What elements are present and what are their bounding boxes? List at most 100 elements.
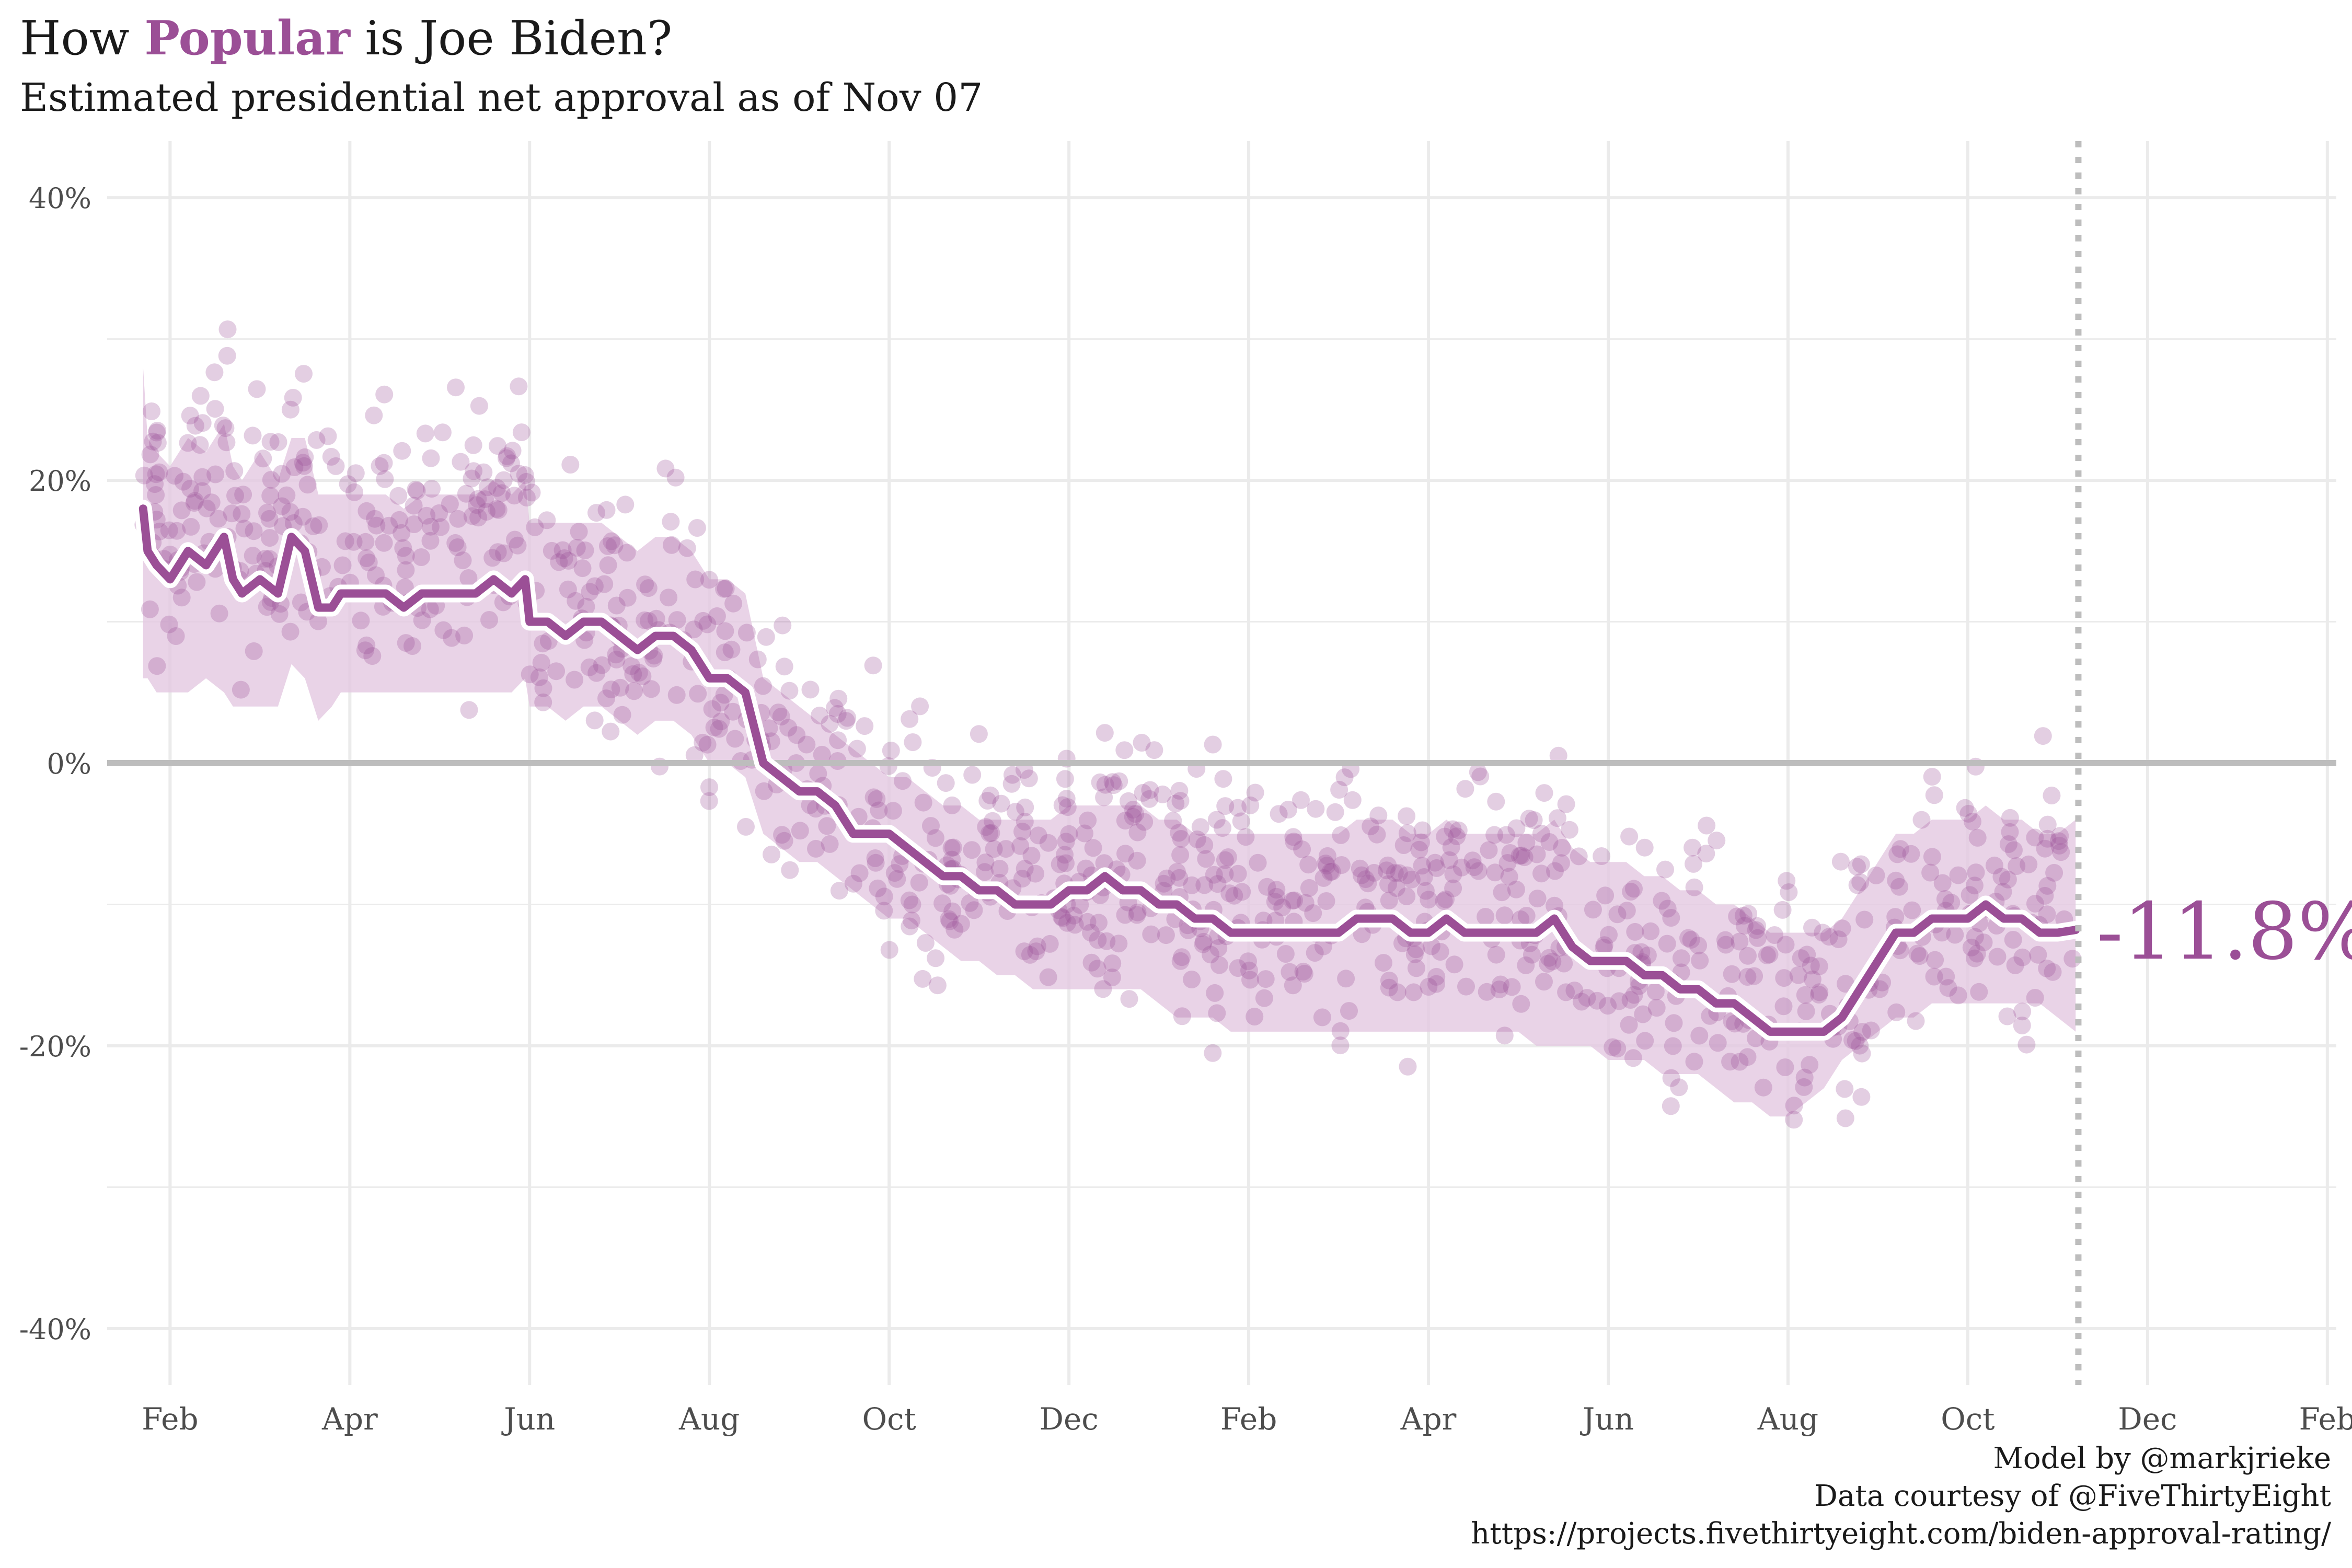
poll-point <box>660 589 678 607</box>
poll-point <box>1058 914 1076 932</box>
poll-point <box>1557 983 1575 1001</box>
poll-point <box>1436 827 1454 846</box>
poll-point <box>1584 901 1602 919</box>
poll-point <box>798 735 816 754</box>
poll-point <box>622 657 641 675</box>
poll-point <box>1057 854 1075 872</box>
poll-point <box>976 854 995 871</box>
poll-point <box>407 480 425 499</box>
poll-point <box>226 487 244 505</box>
poll-point <box>1375 954 1392 972</box>
poll-point <box>864 788 883 806</box>
poll-point <box>1171 792 1190 810</box>
poll-point <box>1626 923 1644 941</box>
poll-point <box>1625 880 1643 898</box>
poll-point <box>166 467 184 485</box>
poll-point <box>933 894 952 913</box>
poll-point <box>1853 1023 1872 1041</box>
poll-point <box>1442 838 1460 856</box>
poll-point <box>309 612 327 630</box>
poll-point <box>146 475 164 493</box>
poll-point <box>1888 845 1907 863</box>
poll-point <box>2026 989 2044 1007</box>
poll-point <box>1539 955 1557 973</box>
poll-point <box>1004 766 1021 784</box>
poll-point <box>1449 821 1468 839</box>
poll-point <box>1690 1027 1709 1045</box>
title-suffix: is Joe Biden? <box>365 11 673 66</box>
poll-point <box>698 735 717 754</box>
poll-point <box>310 516 328 534</box>
poll-point <box>1886 908 1905 926</box>
poll-point <box>1851 873 1870 891</box>
poll-point <box>1492 975 1509 994</box>
poll-point <box>2038 905 2056 924</box>
poll-point <box>534 693 552 711</box>
poll-point <box>1229 864 1247 883</box>
poll-point <box>380 516 398 535</box>
poll-point <box>1445 955 1463 974</box>
poll-point <box>416 424 434 443</box>
poll-point <box>1444 865 1462 883</box>
poll-point <box>1249 854 1267 872</box>
poll-point <box>488 500 506 518</box>
poll-point <box>273 465 291 483</box>
poll-point <box>711 694 730 712</box>
poll-point <box>829 731 847 750</box>
poll-point <box>295 365 313 383</box>
poll-point <box>2038 829 2057 848</box>
poll-point <box>1853 1044 1871 1063</box>
poll-point <box>376 470 394 488</box>
poll-point <box>1427 859 1446 877</box>
poll-point <box>1128 851 1146 870</box>
poll-point <box>1209 939 1228 957</box>
poll-point <box>476 490 494 509</box>
poll-point <box>403 637 421 655</box>
poll-point <box>2026 828 2044 847</box>
poll-point <box>837 712 855 730</box>
trend-line-series <box>139 504 2080 1036</box>
poll-point <box>602 681 620 699</box>
poll-point <box>624 665 642 683</box>
poll-point <box>1469 763 1487 781</box>
poll-point <box>1057 833 1075 851</box>
poll-point <box>1090 914 1108 932</box>
poll-point <box>1946 926 1964 944</box>
poll-point <box>172 501 191 520</box>
poll-point <box>613 706 631 724</box>
poll-point <box>457 485 475 503</box>
poll-point <box>244 547 262 565</box>
poll-point <box>506 531 524 549</box>
poll-point <box>597 501 616 519</box>
caption-link[interactable]: https://projects.fivethirtyeight.com/bid… <box>1471 1517 2331 1551</box>
poll-point <box>1369 806 1388 825</box>
poll-point <box>1398 807 1416 825</box>
poll-point <box>1778 872 1796 890</box>
poll-point <box>1912 811 1931 829</box>
poll-point <box>984 812 1001 830</box>
poll-point <box>147 465 165 483</box>
poll-point <box>1431 943 1449 961</box>
poll-point <box>561 456 580 474</box>
poll-point <box>981 824 998 843</box>
poll-point <box>1836 1109 1854 1127</box>
poll-point <box>1285 891 1304 909</box>
poll-point <box>1634 1005 1652 1023</box>
poll-point <box>1962 938 1980 956</box>
poll-point <box>1721 1053 1739 1071</box>
poll-point <box>1646 983 1665 1000</box>
poll-point <box>1258 878 1276 896</box>
poll-point <box>1495 906 1514 925</box>
poll-point <box>1565 982 1584 999</box>
poll-point <box>595 575 614 593</box>
poll-point <box>985 840 1003 858</box>
poll-point <box>209 510 227 528</box>
confidence-band <box>143 367 2076 1117</box>
poll-point <box>599 556 617 574</box>
poll-point <box>597 689 615 708</box>
poll-point <box>1216 865 1234 883</box>
poll-point <box>630 664 648 682</box>
poll-point <box>307 431 326 449</box>
poll-point <box>1620 1016 1638 1034</box>
poll-point <box>1082 924 1100 942</box>
